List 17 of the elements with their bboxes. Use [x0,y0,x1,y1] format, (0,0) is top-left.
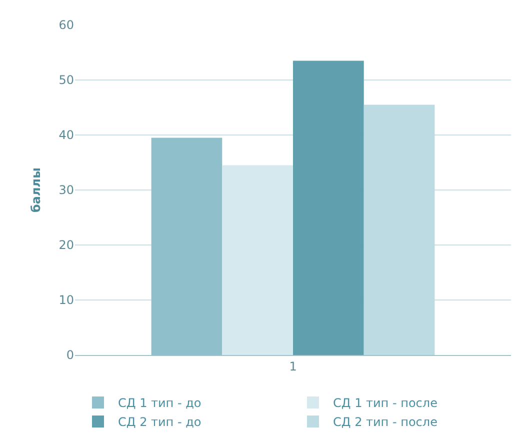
y-axis-title: баллы [29,168,44,212]
y-tick-label: 50 [58,73,74,88]
bar [222,165,293,355]
y-tick-label: 10 [58,293,74,308]
x-tick-label: 1 [289,359,297,374]
bar [151,138,222,355]
legend-label: СД 2 тип - после [333,415,438,430]
y-tick-label: 60 [58,18,74,32]
y-tick-label: 20 [58,238,74,252]
y-tick-label: 0 [66,348,74,362]
y-tick-label: 30 [58,183,74,198]
bar [364,104,435,355]
legend-label: СД 2 тип - до [118,415,202,430]
y-tick-label: 40 [58,128,74,142]
legend-label: СД 1 тип - после [333,396,438,410]
legend-label: СД 1 тип - до [118,396,202,410]
bar [293,60,364,355]
